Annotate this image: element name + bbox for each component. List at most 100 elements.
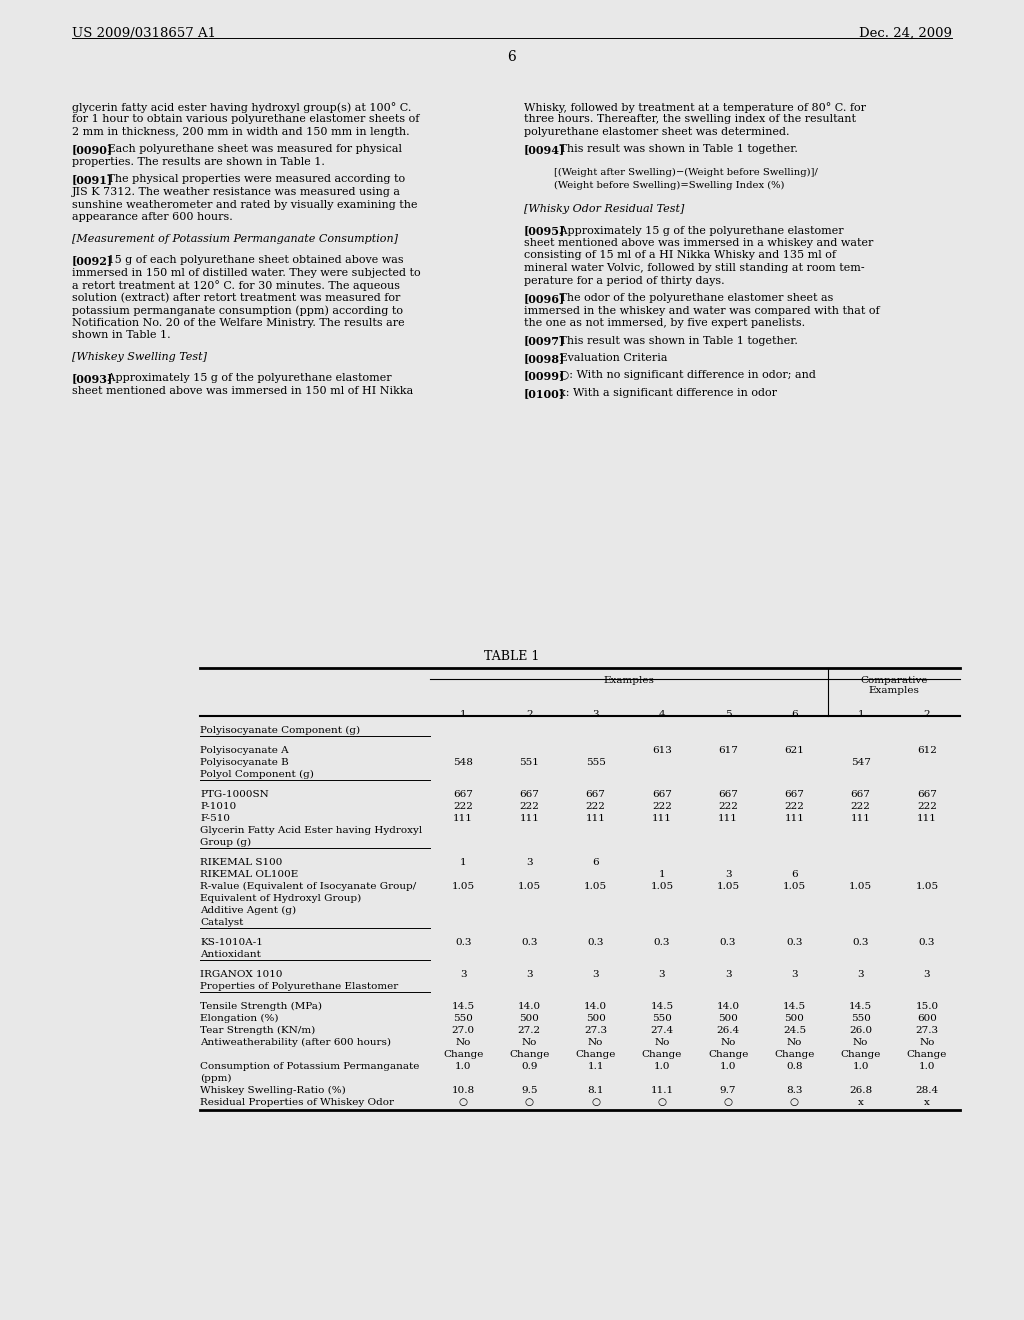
Text: 27.0: 27.0: [452, 1026, 475, 1035]
Text: consisting of 15 ml of a HI Nikka Whisky and 135 ml of: consisting of 15 ml of a HI Nikka Whisky…: [524, 251, 836, 260]
Text: 1.05: 1.05: [518, 882, 541, 891]
Text: 3: 3: [857, 970, 864, 979]
Text: 3: 3: [526, 858, 532, 867]
Text: 0.3: 0.3: [720, 939, 736, 946]
Text: [0092]: [0092]: [72, 255, 113, 267]
Text: 0.3: 0.3: [919, 939, 935, 946]
Text: Change: Change: [841, 1049, 881, 1059]
Text: 111: 111: [784, 814, 804, 822]
Text: ○: ○: [591, 1098, 600, 1107]
Text: potassium permanganate consumption (ppm) according to: potassium permanganate consumption (ppm)…: [72, 305, 403, 315]
Text: Consumption of Potassium Permanganate: Consumption of Potassium Permanganate: [200, 1063, 420, 1071]
Text: R-value (Equivalent of Isocyanate Group/: R-value (Equivalent of Isocyanate Group/: [200, 882, 416, 891]
Text: 14.5: 14.5: [452, 1002, 475, 1011]
Text: 1.05: 1.05: [717, 882, 739, 891]
Text: 0.3: 0.3: [786, 939, 803, 946]
Text: shown in Table 1.: shown in Table 1.: [72, 330, 171, 341]
Text: Dec. 24, 2009: Dec. 24, 2009: [859, 26, 952, 40]
Text: No: No: [853, 1038, 868, 1047]
Text: Change: Change: [774, 1049, 814, 1059]
Text: ○: ○: [459, 1098, 468, 1107]
Text: 222: 222: [784, 803, 804, 810]
Text: 500: 500: [784, 1014, 804, 1023]
Text: JIS K 7312. The weather resistance was measured using a: JIS K 7312. The weather resistance was m…: [72, 187, 401, 197]
Text: TABLE 1: TABLE 1: [484, 649, 540, 663]
Text: 1.1: 1.1: [588, 1063, 604, 1071]
Text: [0091]: [0091]: [72, 174, 113, 186]
Text: 551: 551: [519, 758, 540, 767]
Text: perature for a period of thirty days.: perature for a period of thirty days.: [524, 276, 725, 285]
Text: Change: Change: [642, 1049, 682, 1059]
Text: 222: 222: [652, 803, 672, 810]
Text: 550: 550: [454, 1014, 473, 1023]
Text: RIKEMAL OL100E: RIKEMAL OL100E: [200, 870, 298, 879]
Text: 500: 500: [718, 1014, 738, 1023]
Text: 6: 6: [508, 50, 516, 63]
Text: ○: ○: [790, 1098, 799, 1107]
Text: sheet mentioned above was immersed in a whiskey and water: sheet mentioned above was immersed in a …: [524, 238, 873, 248]
Text: 14.5: 14.5: [650, 1002, 674, 1011]
Text: [Whiskey Swelling Test]: [Whiskey Swelling Test]: [72, 351, 207, 362]
Text: US 2009/0318657 A1: US 2009/0318657 A1: [72, 26, 216, 40]
Text: 14.0: 14.0: [717, 1002, 739, 1011]
Text: 0.3: 0.3: [455, 939, 471, 946]
Text: Comparative
Examples: Comparative Examples: [860, 676, 928, 696]
Text: 1.0: 1.0: [720, 1063, 736, 1071]
Text: 1.05: 1.05: [650, 882, 674, 891]
Text: 222: 222: [916, 803, 937, 810]
Text: 111: 111: [652, 814, 672, 822]
Text: Polyisocyanate Component (g): Polyisocyanate Component (g): [200, 726, 360, 735]
Text: 555: 555: [586, 758, 605, 767]
Text: Change: Change: [443, 1049, 483, 1059]
Text: Evaluation Criteria: Evaluation Criteria: [549, 352, 668, 363]
Text: ○: ○: [724, 1098, 732, 1107]
Text: 500: 500: [519, 1014, 540, 1023]
Text: 6: 6: [792, 710, 798, 719]
Text: Each polyurethane sheet was measured for physical: Each polyurethane sheet was measured for…: [97, 144, 402, 154]
Text: 667: 667: [718, 789, 738, 799]
Text: 500: 500: [586, 1014, 605, 1023]
Text: 547: 547: [851, 758, 870, 767]
Text: ○: With no significant difference in odor; and: ○: With no significant difference in odo…: [549, 371, 816, 380]
Text: KS-1010A-1: KS-1010A-1: [200, 939, 263, 946]
Text: 222: 222: [519, 803, 540, 810]
Text: ○: ○: [657, 1098, 667, 1107]
Text: 0.3: 0.3: [521, 939, 538, 946]
Text: Catalyst: Catalyst: [200, 917, 244, 927]
Text: solution (extract) after retort treatment was measured for: solution (extract) after retort treatmen…: [72, 293, 400, 302]
Text: 9.5: 9.5: [521, 1086, 538, 1096]
Text: 667: 667: [916, 789, 937, 799]
Text: IRGANOX 1010: IRGANOX 1010: [200, 970, 283, 979]
Text: 1.05: 1.05: [782, 882, 806, 891]
Text: Change: Change: [708, 1049, 749, 1059]
Text: [0090]: [0090]: [72, 144, 113, 156]
Text: 111: 111: [916, 814, 937, 822]
Text: Additive Agent (g): Additive Agent (g): [200, 906, 296, 915]
Text: No: No: [721, 1038, 736, 1047]
Text: 1.0: 1.0: [919, 1063, 935, 1071]
Text: PTG-1000SN: PTG-1000SN: [200, 789, 268, 799]
Text: Group (g): Group (g): [200, 838, 251, 847]
Text: [0093]: [0093]: [72, 374, 114, 384]
Text: for 1 hour to obtain various polyurethane elastomer sheets of: for 1 hour to obtain various polyurethan…: [72, 115, 420, 124]
Text: 222: 222: [454, 803, 473, 810]
Text: 9.7: 9.7: [720, 1086, 736, 1096]
Text: three hours. Thereafter, the swelling index of the resultant: three hours. Thereafter, the swelling in…: [524, 115, 856, 124]
Text: 15 g of each polyurethane sheet obtained above was: 15 g of each polyurethane sheet obtained…: [97, 255, 403, 265]
Text: 1.05: 1.05: [849, 882, 872, 891]
Text: 3: 3: [725, 870, 731, 879]
Text: [Whisky Odor Residual Test]: [Whisky Odor Residual Test]: [524, 205, 684, 214]
Text: 3: 3: [924, 970, 930, 979]
Text: 6: 6: [592, 858, 599, 867]
Text: [0100]: [0100]: [524, 388, 565, 399]
Text: 3: 3: [592, 970, 599, 979]
Text: (ppm): (ppm): [200, 1074, 231, 1084]
Text: 14.0: 14.0: [518, 1002, 541, 1011]
Text: 617: 617: [718, 746, 738, 755]
Text: Polyol Component (g): Polyol Component (g): [200, 770, 314, 779]
Text: 1.0: 1.0: [852, 1063, 869, 1071]
Text: 1.05: 1.05: [452, 882, 475, 891]
Text: This result was shown in Table 1 together.: This result was shown in Table 1 togethe…: [549, 144, 798, 154]
Text: glycerin fatty acid ester having hydroxyl group(s) at 100° C.: glycerin fatty acid ester having hydroxy…: [72, 102, 412, 114]
Text: The physical properties were measured according to: The physical properties were measured ac…: [97, 174, 406, 185]
